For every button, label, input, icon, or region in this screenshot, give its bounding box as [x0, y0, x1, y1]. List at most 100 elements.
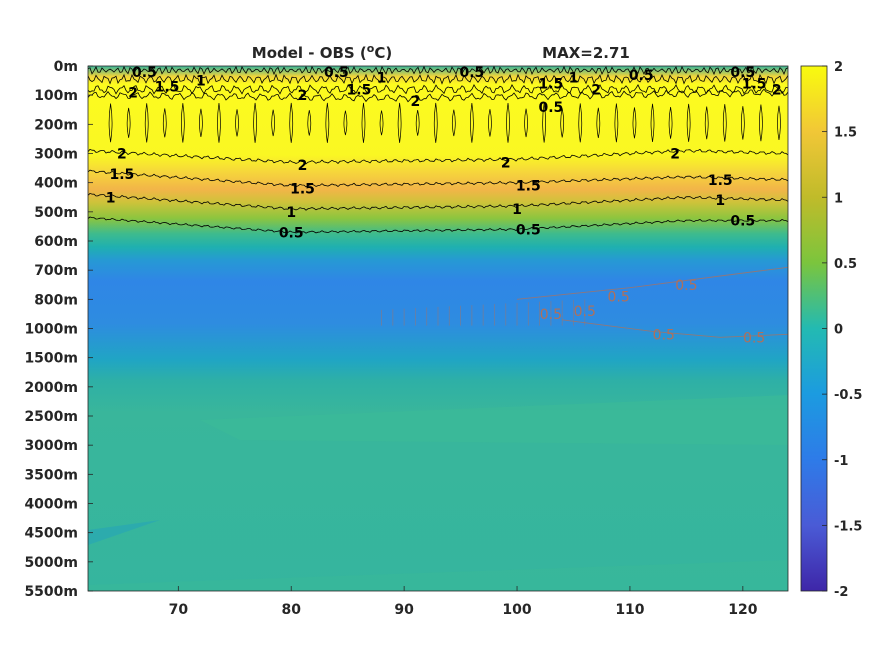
contour-label: 0.5 [324, 65, 349, 81]
x-tick-label: 100 [502, 602, 531, 618]
contour-lens [650, 103, 655, 143]
contour-label: 2 [772, 82, 782, 98]
y-tick-label: 4500m [24, 526, 78, 542]
contour-lens [433, 102, 438, 143]
contour-label: 2 [411, 94, 421, 110]
contour-line [88, 84, 788, 95]
contour-label: 2 [117, 147, 127, 163]
contour-label: 0.5 [653, 327, 675, 343]
negative-contour [516, 266, 788, 300]
contour-lens [253, 102, 257, 143]
contour-lens [704, 106, 709, 140]
contour-line [88, 169, 788, 188]
contour-lens [325, 102, 330, 143]
y-tick-label: 300m [34, 147, 78, 163]
y-tick-label: 2000m [24, 380, 78, 396]
y-tick-label: 700m [34, 263, 78, 279]
y-tick-label: 3000m [24, 438, 78, 454]
contour-lens [108, 103, 113, 143]
colorbar-ticks: 2 1.5 1 0.5 0 -0.5 -1 -1.5 -2 [822, 60, 862, 600]
max-annotation: MAX=2.71 [542, 44, 630, 62]
y-tick-label: 5500m [24, 584, 78, 600]
contour-label: 2 [128, 85, 138, 101]
contour-label: 1.5 [708, 173, 733, 189]
contour-lens [632, 107, 637, 139]
contour-lens [162, 108, 167, 138]
colorbar-tick-label: 1 [834, 191, 843, 206]
contour-lines [88, 66, 788, 338]
contour-label: 0.5 [608, 289, 630, 305]
contour-label: 1 [196, 74, 206, 90]
contour-labels: 0.51.5 120.5 11.52 20.51.5 120.5 0.51.5 221.51… [106, 65, 782, 346]
y-tick-label: 600m [34, 234, 78, 250]
contour-lens [722, 104, 727, 142]
x-tick-label: 120 [728, 602, 757, 618]
contour-label: 0.5 [279, 225, 304, 241]
contour-label: 1.5 [109, 167, 134, 183]
contour-label: 1.5 [290, 182, 315, 198]
contour-lens [180, 103, 185, 143]
contour-label: 0.5 [730, 65, 755, 81]
contour-lens [470, 102, 474, 143]
y-tick-label: 4000m [24, 497, 78, 513]
contour-label: 1 [569, 71, 579, 87]
x-tick-label: 70 [169, 602, 189, 618]
contour-line [88, 88, 788, 103]
y-tick-label: 0m [54, 59, 78, 75]
y-tick-label: 1000m [24, 322, 78, 338]
contour-label: 0.5 [675, 278, 697, 294]
contour-label: 1.5 [347, 82, 372, 98]
contour-line [88, 216, 788, 234]
colorbar-tick-label: 0.5 [834, 257, 857, 272]
y-tick-label: 400m [34, 176, 78, 192]
contour-lens [235, 109, 239, 137]
contour-line [88, 192, 788, 211]
colorbar-tick-label: 0 [834, 323, 843, 338]
contour-lens [217, 103, 221, 143]
contour-lens [686, 103, 691, 142]
contour-lens [126, 107, 131, 138]
x-tick-label: 90 [394, 602, 414, 618]
contour-lens [740, 106, 745, 140]
contour-label: 1.5 [538, 77, 563, 93]
contour-label: 1.5 [155, 79, 180, 95]
contour-lens [397, 102, 402, 143]
contour-line [88, 148, 788, 165]
contour-label: 2 [670, 147, 680, 163]
deep-anomaly-patch [88, 520, 160, 545]
contour-lens [451, 109, 456, 137]
y-tick-label: 1500m [24, 351, 78, 367]
y-tick-label: 200m [34, 117, 78, 133]
contour-lens [488, 109, 492, 137]
y-tick-label: 3500m [24, 467, 78, 483]
colorbar-tick-label: -2 [834, 585, 848, 600]
contour-label: 1 [715, 193, 725, 209]
contour-lens [199, 108, 203, 137]
contour-lens [415, 110, 420, 136]
contour-label: 2 [591, 82, 601, 98]
y-tick-label: 2500m [24, 409, 78, 425]
contour-label: 1 [286, 205, 296, 221]
contour-label: 0.5 [574, 304, 596, 320]
contour-lens [614, 103, 619, 143]
y-tick-label: 5000m [24, 555, 78, 571]
contour-lens [560, 108, 565, 138]
contour-lens [307, 110, 312, 136]
contour-label: 0.5 [730, 214, 755, 230]
x-tick-label: 110 [615, 602, 644, 618]
contour-lens [271, 109, 276, 137]
contour-label: 1 [377, 71, 387, 87]
contour-label: 0.5 [132, 65, 157, 81]
contour-lens [596, 107, 601, 138]
plot-area: 0.51.5 120.5 11.52 20.51.5 120.5 0.51.5 221.51… [88, 65, 788, 591]
contour-label: 0.5 [629, 68, 654, 84]
contour-lens [668, 106, 673, 139]
x-axis: 70 80 90 100 110 120 [169, 586, 758, 618]
contour-lens [578, 103, 583, 143]
contour-label: 2 [501, 155, 511, 171]
x-tick-label: 80 [281, 602, 301, 618]
colorbar-tick-label: -1 [834, 454, 848, 469]
contour-label: 0.5 [538, 100, 563, 116]
contour-label: 0.5 [459, 65, 484, 81]
